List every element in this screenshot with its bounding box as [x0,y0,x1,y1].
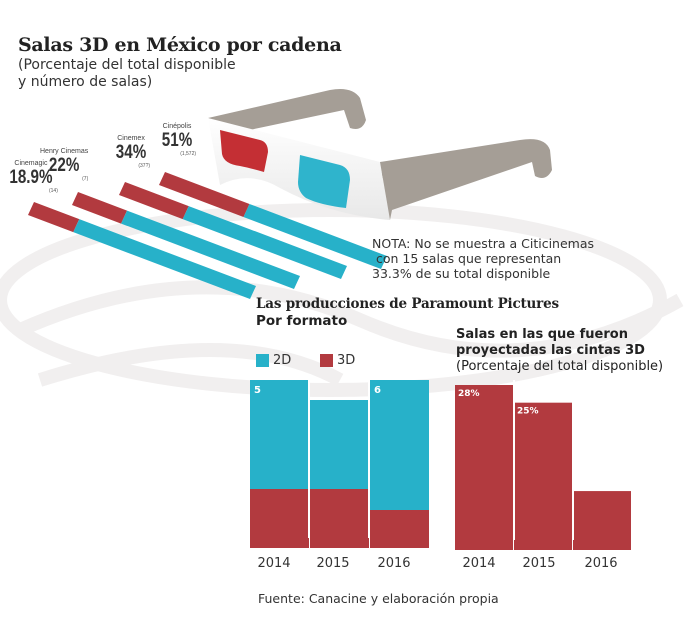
legend-item-2d: 2D [256,353,291,368]
chain-label-cinemagic: Cinemagic 18.9% (14) [4,160,58,194]
bar-3d-percentage [514,402,572,550]
chain-name: Cinépolis [162,123,192,130]
stripe-3d-segment [119,182,189,220]
subtitle-line-2: y número de salas) [18,74,153,90]
subtitle-line-1: (Porcentaje del total disponible [18,57,236,73]
stripe-3d-segment [159,172,250,217]
stripe-other-segment [243,203,387,269]
x-tick-label: 2014 [462,556,496,571]
red-lens [220,130,268,172]
bar-2d [310,400,369,489]
chain-percent: 34% [115,142,147,163]
chain-count: (14) [48,188,58,194]
x-tick-label: 2015 [316,556,350,571]
salas-3d-percentage-chart: 28% 25% [455,380,631,550]
note: NOTA: No se muestra a Citicinemas con 15… [372,236,594,281]
cyan-lens [298,155,350,208]
bar-3d-percentage [455,385,513,550]
page-title: Salas 3D en México por cadena [18,34,342,56]
bar-3d-percentage [573,491,631,550]
chain-name: Cinemex [117,135,145,142]
bar-data-label: 25% [517,407,539,417]
salas-3d-title-line-1: Salas en las que fueron [456,327,628,342]
bar-total-label: 5 [254,385,261,396]
paramount-title: Las producciones de Paramount Pictures [256,296,559,312]
source-note: Fuente: Canacine y elaboración propia [258,591,499,606]
chain-count: (37?) [138,163,151,169]
stripe-other-segment [73,219,256,299]
bar-separator [308,380,310,538]
bar-2d [370,380,429,510]
salas-3d-heading: Salas en las que fueron proyectadas las … [456,327,690,375]
chain-count: (7) [82,176,89,182]
chain-percent: 18.9% [9,167,53,188]
chain-percent: 51% [161,130,193,151]
stripe-3d-segment [28,202,80,233]
bar-separator [572,380,574,540]
bar-separator [368,380,370,538]
chain-label-cinepolis: Cinépolis 51% (1,572) [158,123,196,157]
chain-label-cinemex: Cinemex 34% (37?) [112,135,150,169]
bar-total-label: 6 [374,385,381,396]
x-tick-label: 2016 [377,556,411,571]
bar-data-label: 28% [458,389,480,399]
chain-count: (1,572) [180,151,197,157]
legend-item-3d: 3D [320,353,355,368]
stripe-other-segment [121,210,300,289]
legend-swatch-3d [320,354,333,367]
bar-2d [250,380,309,489]
paramount-subtitle: Por formato [256,313,348,329]
bar-3d [250,489,309,548]
x-tick-label: 2014 [257,556,291,571]
x-tick-label: 2015 [522,556,556,571]
chain-label-henry-cinemas: Henry Cinemas 22% (7) [40,148,88,182]
legend-label: 2D [273,353,292,368]
chain-percent: 22% [48,155,80,176]
salas-3d-subtitle: (Porcentaje del total disponible) [456,359,664,374]
stripe-3d-segment [72,192,128,224]
page-subtitle: (Porcentaje del total disponible y númer… [18,57,318,91]
x-tick-label: 2016 [584,556,618,571]
legend-swatch-2d [256,354,269,367]
bar-3d [310,489,369,548]
chain-name: Cinemagic [14,160,48,167]
bar-separator [513,380,515,540]
note-line-1: NOTA: No se muestra a Citicinemas [372,236,595,251]
3d-glasses-icon [208,89,552,220]
chain-name: Henry Cinemas [40,148,89,155]
note-line-2: con 15 salas que representan [372,251,562,266]
legend-label: 3D [337,353,356,368]
bar-3d [370,510,429,548]
salas-3d-title-line-2: proyectadas las cintas 3D [456,343,645,358]
note-line-3: 33.3% de su total disponible [372,266,551,281]
stripe-other-segment [182,206,347,279]
